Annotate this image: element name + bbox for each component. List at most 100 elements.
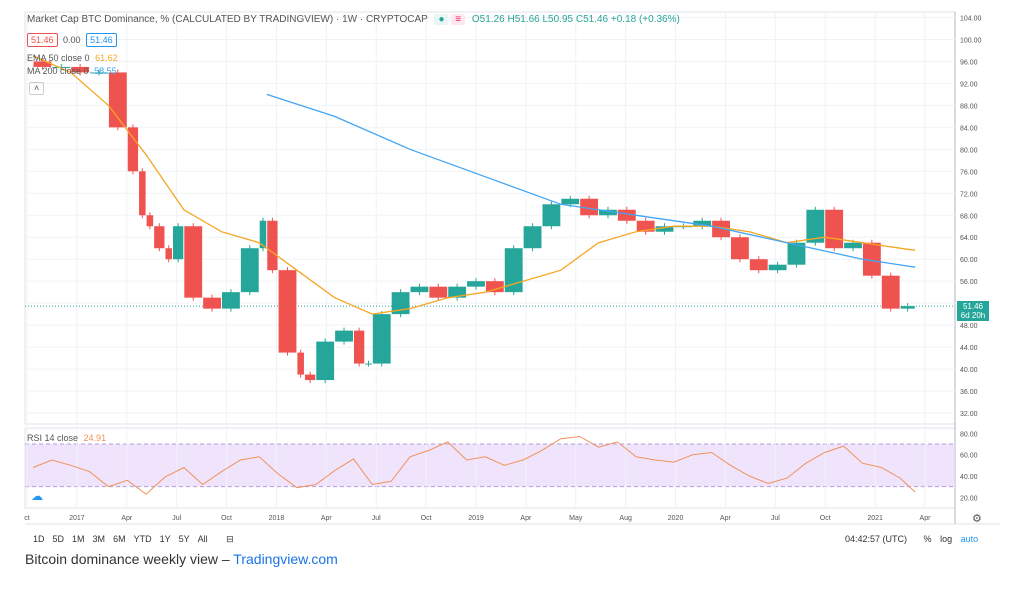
rsi-line	[32, 435, 916, 495]
rsi-tick-label: 80.00	[960, 431, 978, 438]
x-tick-label: ct	[24, 515, 30, 522]
x-tick-label: Jul	[372, 515, 381, 522]
y-tick-label: 60.00	[960, 257, 978, 264]
x-tick-label: Jul	[172, 515, 181, 522]
price-candle	[806, 209, 825, 243]
cloud-icon[interactable]: ☁	[31, 489, 43, 503]
range-selector: 1D 5D 1M 3M 6M YTD 1Y 5Y All ⊟	[33, 534, 234, 545]
y-tick-label: 44.00	[960, 345, 978, 352]
price-candle	[862, 242, 881, 276]
range-button-3m[interactable]: 3M	[92, 534, 106, 544]
price-candle	[127, 127, 139, 172]
y-tick-label: 96.00	[960, 59, 978, 66]
date-range-icon[interactable]: ⊟	[226, 534, 234, 544]
price-candle	[467, 281, 485, 287]
range-button-all[interactable]: All	[197, 534, 208, 544]
x-tick-label: 2020	[668, 515, 684, 522]
x-tick-label: Apr	[121, 515, 133, 522]
range-button-1d[interactable]: 1D	[33, 534, 45, 544]
eye-icon[interactable]: ●	[434, 14, 449, 25]
chart-canvas[interactable]: 104.00 100.00 96.00 92.00 88.00 84.00 80.00 76.…	[0, 0, 1024, 545]
rsi-tick-label: 60.00	[960, 453, 978, 460]
y-tick-label: 40.00	[960, 367, 978, 374]
price-candle	[203, 297, 222, 309]
y-tick-label: 56.00	[960, 279, 978, 286]
figure-caption: Bitcoin dominance weekly view – Tradingv…	[25, 551, 338, 567]
price-candle	[730, 237, 749, 260]
auto-toggle[interactable]: auto	[960, 534, 979, 544]
x-tick-label: May	[569, 515, 583, 522]
y-tick-label: 48.00	[960, 323, 978, 330]
bar-countdown: 6d 20h	[960, 311, 986, 320]
ema-value: 61.62	[95, 53, 118, 63]
ema-label: EMA 50 close 0	[27, 53, 90, 63]
collapse-legend-button[interactable]: ˄	[29, 82, 45, 95]
price-candle	[297, 352, 304, 375]
price-candle	[335, 330, 353, 342]
price-candle	[523, 226, 542, 249]
price-candle	[33, 61, 52, 67]
x-tick-label: 2019	[468, 515, 484, 522]
y-tick-label: 100.00	[960, 37, 982, 44]
price-candle	[599, 209, 617, 216]
chart-header: Market Cap BTC Dominance, % (CALCULATED …	[27, 14, 680, 25]
price-candle	[429, 286, 448, 298]
range-button-5y[interactable]: 5Y	[178, 534, 190, 544]
range-button-1y[interactable]: 1Y	[159, 534, 171, 544]
range-button-5d[interactable]: 5D	[52, 534, 65, 544]
price-candle	[90, 72, 108, 74]
price-candle	[693, 220, 712, 227]
price-candle	[304, 374, 316, 381]
log-toggle[interactable]: log	[940, 534, 953, 544]
ma-label: MA 200 close 0	[27, 66, 89, 76]
x-tick-label: 2021	[867, 515, 883, 522]
ask-price-box[interactable]: 51.46	[86, 33, 117, 47]
x-tick-label: 2018	[269, 515, 285, 522]
settings-icon[interactable]: ≡	[451, 14, 466, 25]
percent-toggle[interactable]: %	[923, 534, 932, 544]
chart-settings-bar: 04:42:57 (UTC) % log auto	[845, 534, 978, 544]
ma-legend: MA 200 close 0 58.55	[27, 66, 117, 76]
range-button-ytd[interactable]: YTD	[133, 534, 152, 544]
price-candle	[504, 248, 523, 293]
current-price-value: 51.46	[962, 302, 984, 311]
x-tick-label: Apr	[720, 515, 732, 522]
price-candle	[353, 330, 365, 364]
utc-clock[interactable]: 04:42:57 (UTC)	[845, 534, 908, 544]
chevron-up-icon: ˄	[34, 83, 40, 93]
y-tick-label: 92.00	[960, 81, 978, 88]
caption-link[interactable]: Tradingview.com	[233, 551, 338, 567]
price-candle	[52, 66, 71, 68]
gear-icon[interactable]: ⚙	[972, 513, 982, 525]
price-candle	[542, 204, 561, 227]
ema-legend: EMA 50 close 0 61.62	[27, 53, 118, 63]
x-tick-label: Apr	[920, 515, 932, 522]
price-candle	[749, 259, 768, 271]
price-candle	[372, 314, 391, 364]
price-candle	[154, 226, 165, 249]
bid-price-box[interactable]: 51.46	[27, 33, 58, 47]
price-candle	[655, 226, 674, 232]
ema50-line	[32, 55, 916, 315]
price-candle	[712, 220, 730, 238]
price-candle	[172, 226, 184, 260]
range-button-1m[interactable]: 1M	[72, 534, 85, 544]
price-candle	[267, 220, 278, 271]
x-tick-label: Apr	[321, 515, 333, 522]
x-tick-label: Jul	[771, 515, 780, 522]
price-candle	[139, 171, 146, 216]
ma-value: 58.55	[94, 66, 117, 76]
y-tick-label: 72.00	[960, 191, 978, 198]
price-candle	[146, 215, 154, 227]
range-button-6m[interactable]: 6M	[113, 534, 126, 544]
ohlc-values: O51.26 H51.66 L50.95 C51.46 +0.18 (+0.36…	[471, 14, 680, 25]
price-candle	[825, 209, 844, 249]
y-tick-label: 36.00	[960, 389, 978, 396]
price-candle	[184, 226, 203, 298]
price-boxes: 51.46 0.00 51.46	[27, 33, 117, 47]
spread-value: 0.00	[63, 35, 81, 45]
price-candle	[787, 242, 806, 265]
y-tick-label: 80.00	[960, 147, 978, 154]
y-tick-label: 76.00	[960, 169, 978, 176]
